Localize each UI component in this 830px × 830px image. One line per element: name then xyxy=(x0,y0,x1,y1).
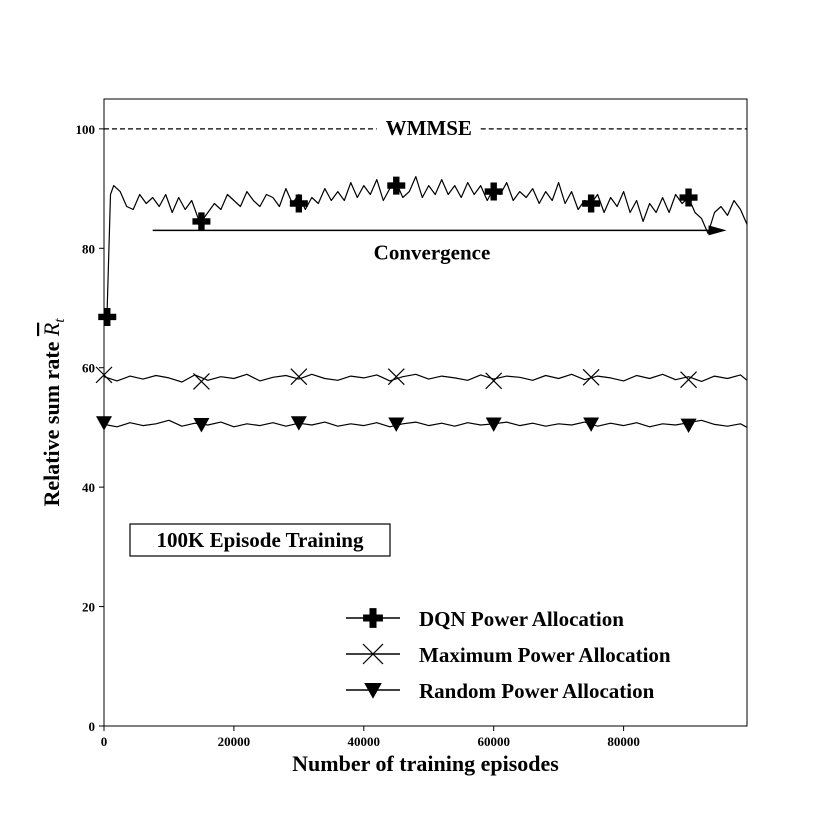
data-point xyxy=(680,371,697,389)
data-point xyxy=(387,176,406,195)
training-box-label: 100K Episode Training xyxy=(157,528,364,552)
y-tick-label: 40 xyxy=(82,480,95,495)
legend-label: Random Power Allocation xyxy=(419,679,655,703)
data-point xyxy=(388,417,405,432)
data-point xyxy=(192,212,211,231)
data-point xyxy=(290,416,307,431)
series-1 xyxy=(98,176,748,326)
convergence-annotation: Convergence xyxy=(152,225,727,264)
data-point xyxy=(680,418,697,434)
data-point xyxy=(95,366,113,384)
y-axis-title: Relative sum rate Rt xyxy=(39,318,68,507)
data-point xyxy=(679,188,698,207)
series-line xyxy=(103,373,748,383)
data-point xyxy=(98,307,117,326)
legend-marker xyxy=(363,608,383,628)
series-2 xyxy=(95,366,748,390)
y-tick-label: 80 xyxy=(82,241,95,256)
axis-ticks: 0 20000 40000 60000 80000 0 20 40 60 80 100 xyxy=(76,122,640,749)
wmmse-label: WMMSE xyxy=(386,116,472,140)
data-point xyxy=(289,194,308,213)
data-point xyxy=(582,368,600,386)
y-tick-label: 0 xyxy=(89,719,96,734)
y-tick-label: 60 xyxy=(82,361,95,376)
y-axis-title-symbol: R xyxy=(39,322,64,337)
convergence-label: Convergence xyxy=(374,240,491,264)
legend: DQN Power Allocation Maximum Power Alloca… xyxy=(346,607,671,703)
data-point xyxy=(583,417,600,432)
y-tick-label: 20 xyxy=(82,600,95,615)
data-point xyxy=(485,372,503,390)
series-3 xyxy=(96,416,748,434)
data-point xyxy=(290,368,308,386)
y-axis-title-subscript: t xyxy=(52,318,68,323)
data-series xyxy=(95,176,748,434)
data-point xyxy=(582,194,601,213)
y-tick-label: 100 xyxy=(76,122,96,137)
legend-label: Maximum Power Allocation xyxy=(419,643,671,667)
x-tick-label: 80000 xyxy=(607,734,640,749)
data-point xyxy=(96,416,112,431)
y-axis-title-text: Relative sum rate xyxy=(39,341,64,506)
legend-item: Maximum Power Allocation xyxy=(346,643,671,667)
legend-item: DQN Power Allocation xyxy=(346,607,624,631)
x-axis-title: Number of training episodes xyxy=(292,751,559,776)
convergence-arrow-head xyxy=(708,225,727,236)
training-box-frame xyxy=(129,523,391,557)
x-tick-label: 40000 xyxy=(348,734,381,749)
data-point xyxy=(485,417,502,432)
x-tick-label: 20000 xyxy=(218,734,251,749)
plot-frame xyxy=(103,98,748,727)
x-tick-label: 0 xyxy=(101,734,108,749)
wmmse-reference-line: WMMSE xyxy=(104,116,747,140)
legend-item: Random Power Allocation xyxy=(346,679,655,703)
legend-label: DQN Power Allocation xyxy=(419,607,624,631)
series-line xyxy=(103,419,748,428)
data-point xyxy=(484,182,503,201)
legend-marker xyxy=(364,682,382,699)
x-tick-label: 60000 xyxy=(477,734,510,749)
data-point xyxy=(193,418,210,433)
legend-marker xyxy=(362,643,384,665)
data-point xyxy=(192,373,210,390)
svg-text:Relative sum rate Rt: Relative sum rate Rt xyxy=(39,318,68,507)
data-point xyxy=(387,368,405,386)
